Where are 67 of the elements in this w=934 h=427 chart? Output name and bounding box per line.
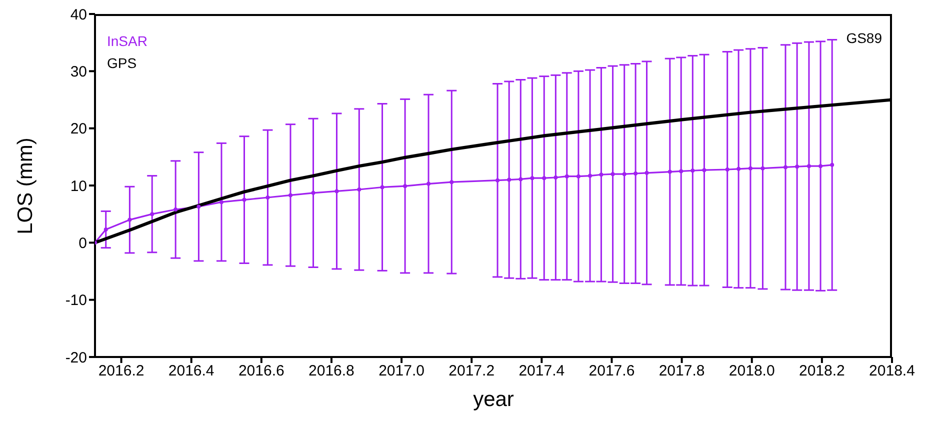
point <box>760 166 765 170</box>
point <box>830 162 834 167</box>
y-tick-label: 10 <box>70 178 87 195</box>
x-axis-title: year <box>472 387 515 413</box>
x-tick-label: 2016.4 <box>168 362 214 380</box>
point <box>380 185 384 190</box>
point <box>288 193 292 198</box>
point <box>196 204 201 209</box>
point <box>806 164 811 168</box>
y-tick-label: 40 <box>70 6 87 24</box>
point <box>311 190 316 195</box>
point <box>150 212 154 216</box>
point <box>679 169 684 174</box>
x-tick-label: 2018.2 <box>798 362 845 380</box>
point <box>644 170 649 175</box>
point <box>104 228 108 232</box>
x-tick-label: 2017.0 <box>378 362 424 380</box>
x-tick-label: 2017.8 <box>658 362 705 380</box>
y-tick-label: -10 <box>65 292 87 310</box>
point <box>610 172 615 176</box>
point <box>518 177 523 182</box>
annotation: GS89 <box>846 30 882 46</box>
point <box>748 166 752 170</box>
point <box>357 188 362 192</box>
point <box>128 218 132 222</box>
point <box>530 176 534 180</box>
point <box>690 168 695 173</box>
point <box>784 165 788 170</box>
point <box>266 196 270 200</box>
point <box>599 172 604 177</box>
x-tick-label: 2018.0 <box>728 362 775 380</box>
y-tick-label: 20 <box>70 120 87 138</box>
point <box>496 178 500 182</box>
point <box>668 170 672 174</box>
point <box>554 175 558 180</box>
point <box>242 198 246 202</box>
point <box>736 166 741 171</box>
y-axis-title: LOS (mm) <box>13 136 38 236</box>
point <box>450 180 454 184</box>
point <box>576 174 580 178</box>
x-tick-label: 2016.6 <box>238 362 284 380</box>
x-tick-label: 2018.4 <box>869 362 915 380</box>
x-tick-label: 2016.8 <box>308 362 354 380</box>
text: GPS <box>107 54 138 73</box>
point <box>507 178 512 182</box>
x-tick-label: 2017.6 <box>588 362 635 380</box>
y-tick-label: -20 <box>65 349 87 366</box>
point <box>634 171 638 176</box>
point <box>334 189 339 194</box>
point <box>542 176 546 180</box>
point <box>725 167 730 172</box>
point <box>403 184 408 188</box>
point <box>818 164 823 168</box>
x-tick-label: 2017.2 <box>448 362 495 380</box>
y-tick-label: 30 <box>70 63 87 80</box>
text: InSAR <box>107 32 148 51</box>
point <box>219 200 224 204</box>
point <box>622 172 626 176</box>
x-tick-label: 2016.2 <box>98 362 144 380</box>
x-tick-label: 2017.4 <box>518 362 565 380</box>
point <box>795 164 800 169</box>
y-tick-label: 0 <box>78 234 87 252</box>
point <box>174 208 178 212</box>
point <box>702 168 706 172</box>
point <box>588 174 592 178</box>
point <box>426 182 431 186</box>
point <box>564 174 569 178</box>
